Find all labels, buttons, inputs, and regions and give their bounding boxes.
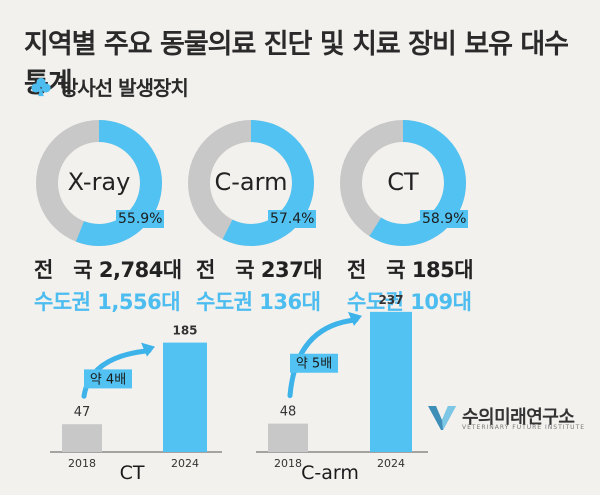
bar [62,424,102,452]
national-count: 전 국 2,784대 [34,258,182,282]
chart-title: CT [120,462,145,484]
donut-label: C-arm [214,168,288,196]
x-tick-label: 2018 [68,457,96,470]
growth-label: 약 4배 [90,372,126,387]
donut-label: CT [387,168,419,196]
logo-subtitle: VETERINARY FUTURE INSTITUTE [462,424,586,431]
bar-value-label: 47 [74,405,91,420]
donut-share-arc [36,120,162,246]
donut-percent: 55.9% [116,210,165,228]
growth-arrow-line [81,348,152,399]
x-tick-label: 2018 [274,457,302,470]
page-title: 지역별 주요 동물의료 진단 및 치료 장비 보유 대수 통계 [24,29,569,99]
club-icon [31,77,51,96]
bar [370,311,412,452]
section-title: 방사선 발생장치 [60,76,189,100]
bar-value-label: 237 [378,293,403,307]
growth-arrow-line [287,317,359,399]
logo-v-icon [428,406,456,430]
growth-label-bg [290,353,338,373]
donut-percent: 58.9% [420,210,469,228]
chart-title: C-arm [301,462,359,484]
donut-share-arc [340,120,466,246]
donut-chart-1: X-ray 55.9% [34,118,165,248]
capital-count: 수도권 109대 [347,290,472,314]
growth-label-bg [84,369,132,389]
bar-value-label: 48 [280,405,297,420]
national-count: 전 국 185대 [347,258,474,282]
logo-name: 수의미래연구소 [462,407,575,428]
x-tick-label: 2024 [377,457,405,470]
bar-value-label: 185 [172,324,197,338]
donut-label: X-ray [67,168,131,196]
logo: 수의미래연구소 VETERINARY FUTURE INSTITUTE [426,400,584,432]
donut-share-arc [188,120,314,246]
growth-label: 약 5배 [296,357,332,372]
x-tick-label: 2024 [171,457,199,470]
capital-count: 수도권 136대 [196,290,321,314]
growth-arrow-head [348,311,362,326]
capital-count: 수도권 1,556대 [34,290,181,314]
national-count: 전 국 237대 [196,258,323,282]
bar [268,423,308,452]
donut-percent: 57.4% [268,210,317,228]
section-header: 방사선 발생장치 [30,72,189,101]
donut-chart-2: C-arm 57.4% [186,118,317,248]
donut-chart-3: CT 58.9% [338,118,469,248]
bar [163,342,207,452]
growth-arrow-head [141,342,155,357]
